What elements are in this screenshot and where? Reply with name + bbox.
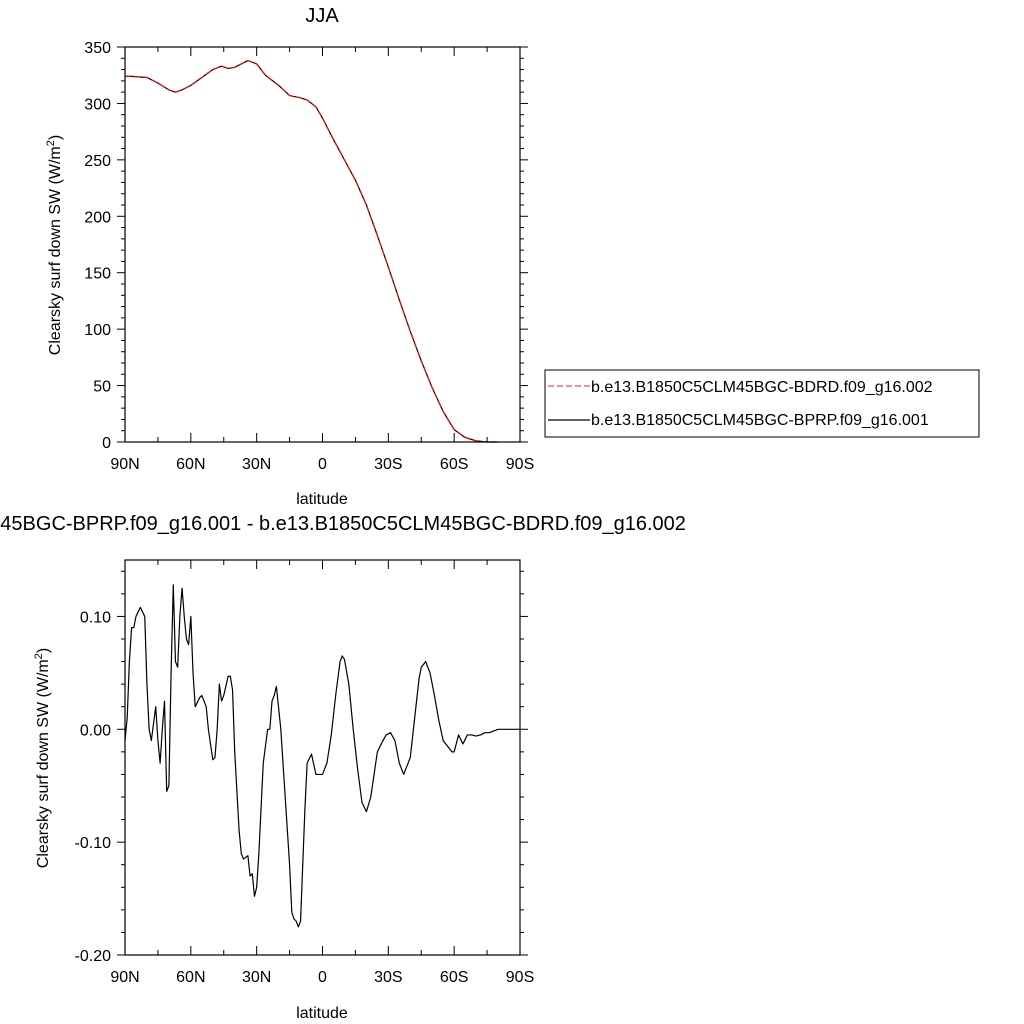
top-y-tick-label: 100 — [84, 322, 111, 339]
top-x-tick-label: 90N — [110, 456, 139, 473]
bottom-series-line-0 — [124, 584, 520, 928]
bottom-y-axis-unit-exponent: 2 — [33, 653, 45, 659]
top-x-tick-label: 60S — [440, 456, 468, 473]
top-y-axis-label-text: Clearsky surf down SW — [47, 188, 64, 355]
top-y-axis-label: Clearsky surf down SW (W/m2) — [45, 135, 64, 355]
bottom-x-axis-label: latitude — [296, 1005, 348, 1022]
top-y-axis-unit-close: ) — [47, 135, 64, 140]
bottom-y-tick-label: 0.10 — [80, 609, 111, 626]
bottom-y-axis-unit-close: ) — [35, 648, 52, 653]
bottom-y-axis-label-text: Clearsky surf down SW — [35, 701, 52, 868]
bottom-series-group — [124, 584, 520, 928]
top-series-line-1 — [125, 59, 499, 443]
top-series-line-0 — [125, 59, 499, 443]
bottom-y-tick-label: -0.10 — [75, 835, 112, 852]
top-x-tick-label: 60N — [176, 456, 205, 473]
bottom-x-tick-label: 90N — [110, 969, 139, 986]
top-y-tick-label: 200 — [84, 209, 111, 226]
top-series-group — [125, 59, 499, 443]
bottom-chart: CLM45BGC-BPRP.f09_g16.001 - b.e13.B1850C… — [0, 513, 686, 1022]
top-y-tick-label: 0 — [102, 435, 111, 452]
bottom-x-tick-label: 60S — [440, 969, 468, 986]
bottom-x-tick-label: 30N — [242, 969, 271, 986]
top-x-tick-label: 30S — [374, 456, 402, 473]
bottom-x-tick-label: 60N — [176, 969, 205, 986]
top-y-tick-label: 250 — [84, 153, 111, 170]
bottom-ticks: 90N 60N 30N 0 30S 60S 90S -0.20 -0.10 0.00 0.10 — [75, 560, 534, 986]
top-y-tick-label: 150 — [84, 266, 111, 283]
bottom-y-tick-label: 0.00 — [80, 722, 111, 739]
bottom-y-axis-unit: (W/m — [35, 659, 52, 697]
legend-box — [544, 369, 980, 438]
bottom-y-tick-label: -0.20 — [75, 948, 112, 965]
legend: b.e13.B1850C5CLM45BGC-BDRD.f09_g16.002 b… — [544, 369, 980, 438]
top-x-tick-label: 0 — [318, 456, 327, 473]
top-y-tick-label: 350 — [84, 40, 111, 57]
top-x-tick-label: 30N — [242, 456, 271, 473]
top-chart-title: JJA — [305, 5, 339, 27]
bottom-x-tick-label: 90S — [506, 969, 534, 986]
top-x-tick-label: 90S — [506, 456, 534, 473]
top-chart: JJA 90N 60N 30N 0 30S 60S 90S 0 50 100 150 200 250 30… — [45, 5, 980, 508]
top-y-tick-label: 300 — [84, 96, 111, 113]
bottom-chart-title: CLM45BGC-BPRP.f09_g16.001 - b.e13.B1850C… — [0, 513, 686, 535]
legend-entry-bprp: b.e13.B1850C5CLM45BGC-BPRP.f09_g16.001 — [591, 412, 929, 429]
top-ticks: 90N 60N 30N 0 30S 60S 90S 0 50 100 150 200 250 300 350 — [84, 40, 534, 473]
legend-entry-bdrd: b.e13.B1850C5CLM45BGC-BDRD.f09_g16.002 — [591, 379, 933, 396]
bottom-x-tick-label: 30S — [374, 969, 402, 986]
top-y-axis-unit: (W/m — [47, 146, 64, 184]
top-y-axis-unit-exponent: 2 — [45, 140, 57, 146]
bottom-x-tick-label: 0 — [318, 969, 327, 986]
top-plot-frame — [124, 46, 521, 443]
bottom-y-axis-label: Clearsky surf down SW (W/m2) — [33, 648, 52, 868]
top-x-axis-label: latitude — [296, 491, 348, 508]
top-y-tick-label: 50 — [93, 379, 111, 396]
